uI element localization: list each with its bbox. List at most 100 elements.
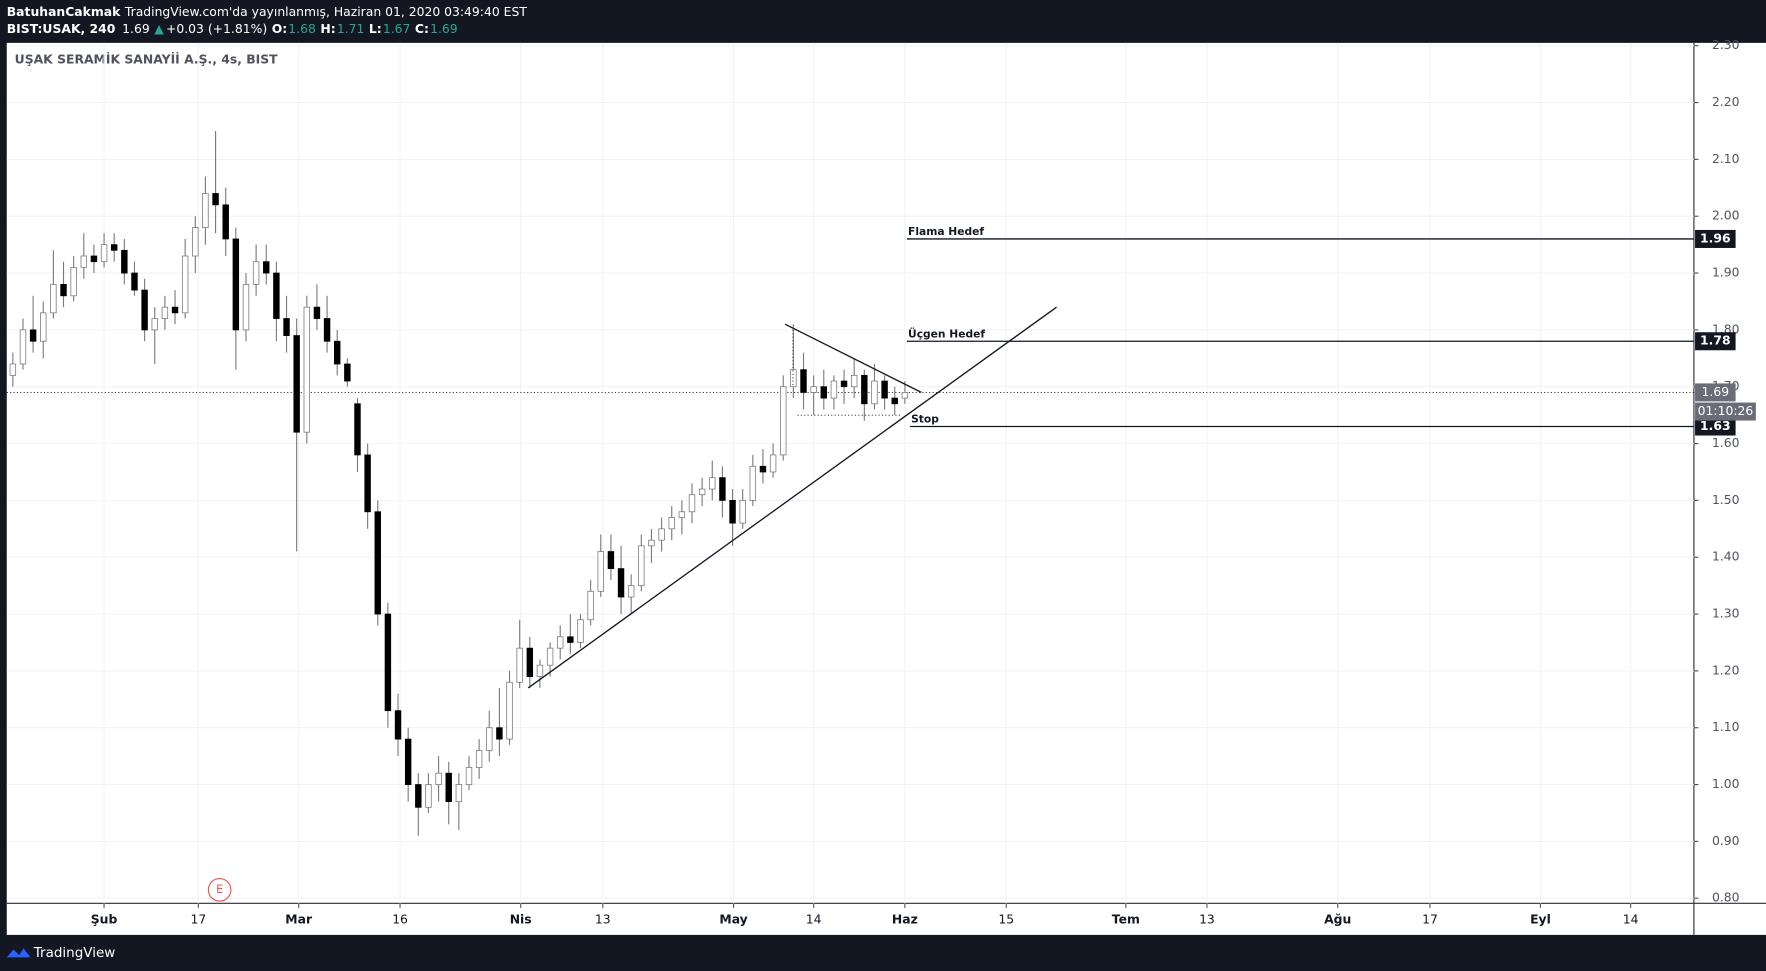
y-tick-label: 2.00: [1712, 209, 1740, 223]
symbol: BIST:USAK, 240: [7, 22, 116, 36]
candle-body: [100, 244, 108, 263]
candle-body: [202, 193, 209, 228]
trendline: [527, 306, 1057, 689]
level-badge-label: 1.63: [1700, 419, 1731, 433]
event-marker: [207, 878, 232, 902]
y-tick-label: 2.30: [1712, 38, 1740, 52]
x-tick-label: 17: [1422, 913, 1438, 927]
last-price: 1.69: [122, 22, 150, 36]
candle-body: [800, 369, 807, 393]
candle-body: [374, 511, 381, 615]
candle-body: [567, 636, 574, 643]
x-tick-label: Eyl: [1530, 913, 1551, 927]
candle-body: [283, 318, 290, 336]
candle-body: [445, 772, 452, 803]
candle-body: [19, 329, 27, 365]
level-badge: [1695, 332, 1736, 351]
candle-body: [688, 494, 696, 513]
candle-body: [415, 784, 422, 808]
candle-body: [627, 585, 635, 598]
candle-body: [334, 340, 341, 365]
x-tick-label: Ağu: [1324, 913, 1351, 927]
candle-body: [526, 647, 534, 677]
y-tick-label: 1.20: [1712, 663, 1740, 677]
candle-body: [486, 727, 493, 751]
candle-body: [141, 289, 148, 331]
candle-body: [607, 551, 615, 569]
trendline: [784, 323, 922, 394]
candle-body: [354, 403, 361, 456]
countdown-badge: [1695, 402, 1756, 421]
x-tick-label: Nis: [510, 913, 532, 927]
candle-body: [70, 266, 77, 297]
candle-body: [850, 374, 858, 388]
y-tick-label: 0.90: [1712, 834, 1740, 848]
candle-body: [810, 386, 817, 393]
candle-body: [263, 261, 270, 274]
candle-body: [830, 380, 838, 399]
x-tick-label: 13: [1199, 913, 1215, 927]
y-tick-label: 0.80: [1712, 891, 1740, 905]
candle-body: [60, 284, 67, 297]
level-badge: [1695, 229, 1736, 248]
change: +0.03 (+1.81%): [166, 22, 267, 36]
brand: TradingView: [33, 945, 116, 961]
candle-body: [181, 255, 189, 314]
ohlc-value: 1.67: [383, 22, 411, 36]
event-label: E: [216, 883, 223, 896]
x-tick-label: 17: [190, 913, 206, 927]
candle-body: [121, 249, 128, 274]
candle-body: [820, 386, 827, 399]
level-label: Stop: [911, 413, 939, 426]
candle-body: [323, 318, 331, 342]
y-tick-label: 1.90: [1712, 266, 1740, 280]
ohlc-value: 1.68: [288, 22, 316, 36]
candle-body: [496, 727, 503, 740]
x-tick-label: 14: [806, 913, 822, 927]
candle-body: [151, 318, 158, 331]
ohlc-value: 1.69: [430, 22, 458, 36]
candle-body: [394, 710, 402, 740]
candle-body: [587, 590, 594, 621]
candle-body: [40, 312, 47, 342]
last-price-badge: [1695, 383, 1736, 402]
y-tick-label: 1.50: [1712, 493, 1740, 507]
author: BatuhanCakmak: [7, 5, 121, 19]
x-tick-label: 14: [1623, 913, 1639, 927]
candle-body: [455, 784, 463, 803]
y-tick-label: 1.40: [1712, 550, 1740, 564]
candle-body: [516, 647, 523, 683]
countdown: 01:10:26: [1698, 404, 1754, 418]
candle-body: [617, 568, 625, 598]
candle-body: [344, 363, 351, 382]
candle-body: [638, 545, 645, 587]
x-tick-label: Mar: [285, 913, 313, 927]
candle-body: [881, 380, 888, 399]
change-arrow: ▲: [154, 22, 164, 36]
candle-body: [293, 335, 300, 433]
candle-body: [425, 784, 432, 808]
level-badge-label: 1.78: [1700, 334, 1731, 348]
x-tick-label: 13: [595, 913, 611, 927]
candle-body: [192, 227, 199, 257]
candle-body: [840, 380, 848, 388]
candle-body: [709, 477, 716, 490]
x-tick-label: 16: [392, 913, 408, 927]
level-badge: [1695, 417, 1736, 436]
candle-body: [658, 528, 665, 541]
candle-body: [759, 465, 767, 473]
candle-body: [597, 551, 604, 592]
x-tick-label: Tem: [1112, 913, 1140, 927]
candle-body: [131, 272, 138, 291]
logo-icon: [6, 948, 31, 958]
candle-body: [871, 380, 878, 405]
level-label: Flama Hedef: [908, 225, 984, 238]
candle-body: [678, 511, 686, 518]
candle-body: [232, 238, 240, 331]
candle-body: [577, 619, 584, 643]
candle-body: [698, 488, 706, 496]
candle-body: [668, 517, 675, 530]
ohlc-value: 1.71: [337, 22, 365, 36]
chart-area: [6, 42, 1766, 935]
